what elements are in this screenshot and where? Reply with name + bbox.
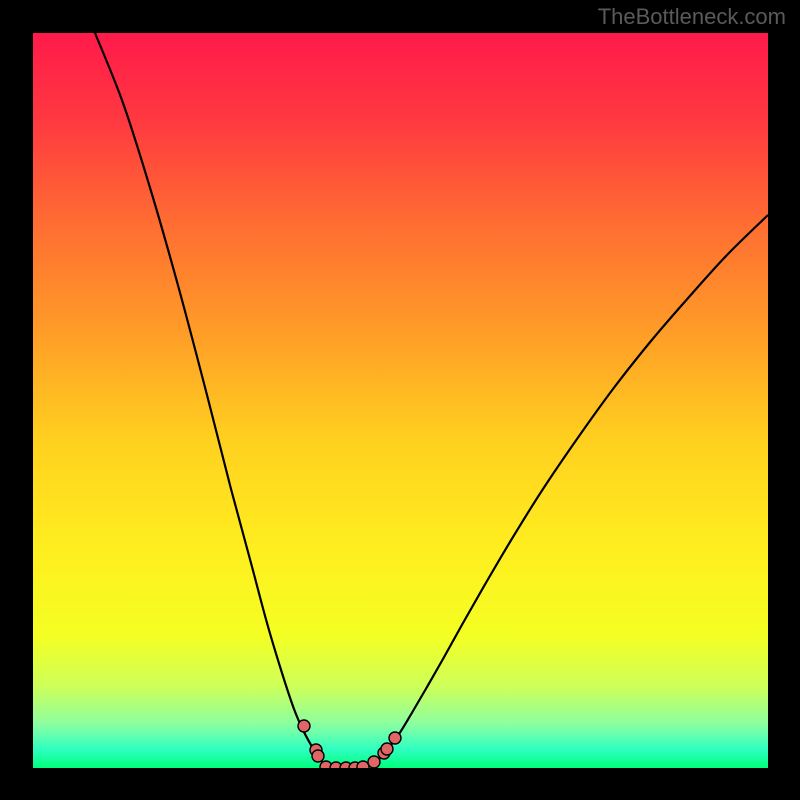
chart-frame: TheBottleneck.com [0, 0, 800, 800]
data-point [389, 732, 401, 744]
gradient-background [33, 33, 768, 768]
data-point [381, 743, 393, 755]
data-point [298, 720, 310, 732]
data-point [312, 750, 324, 762]
watermark-text: TheBottleneck.com [598, 4, 786, 30]
data-point [357, 761, 369, 768]
plot-svg [33, 33, 768, 768]
data-point [368, 756, 380, 768]
